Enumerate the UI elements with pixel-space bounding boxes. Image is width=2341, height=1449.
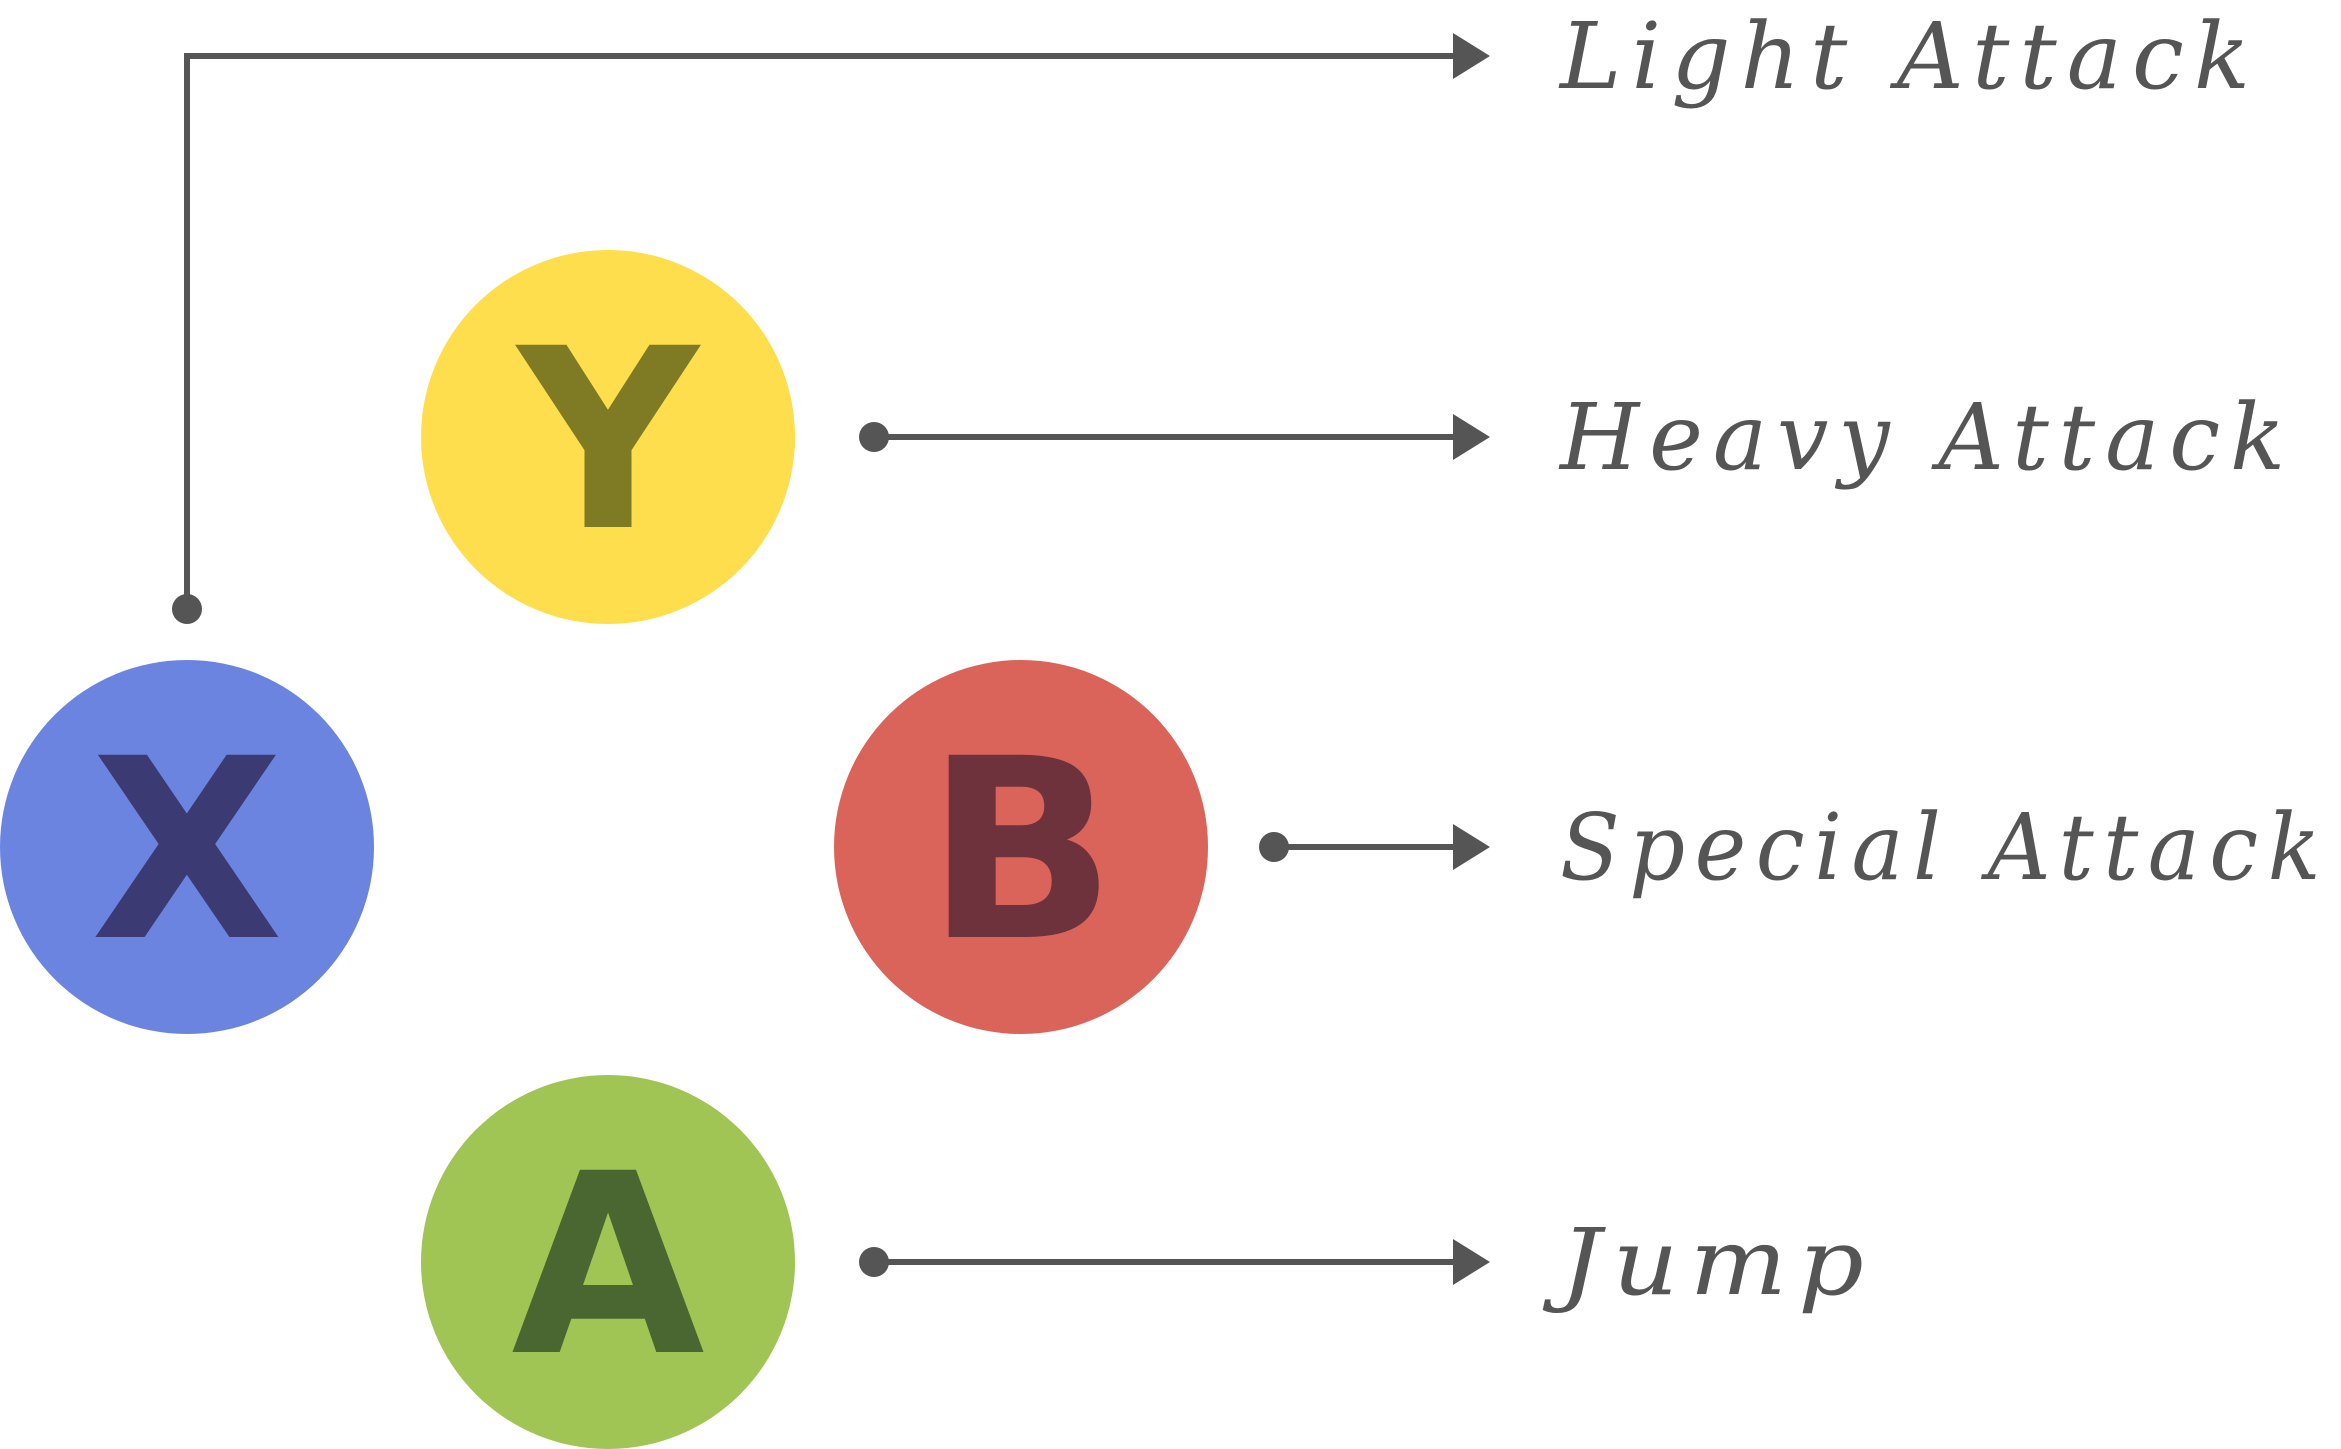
button-x: X [0, 660, 374, 1034]
button-a: A [421, 1075, 795, 1449]
button-y: Y [421, 250, 795, 624]
connector-light-attack-arrowhead [1453, 33, 1490, 79]
button-x-letter: X [91, 705, 284, 996]
connector-jump-arrowhead [1453, 1239, 1490, 1285]
button-b-letter: B [926, 705, 1117, 996]
connector-light-attack-line [184, 53, 1455, 609]
connector-special-attack [1259, 824, 1490, 870]
connector-heavy-attack [859, 414, 1490, 460]
connector-heavy-attack-arrowhead [1453, 414, 1490, 460]
button-y-circle [421, 250, 795, 624]
button-x-circle [0, 660, 374, 1034]
label-light-attack: Light Attack [1558, 3, 2260, 110]
connector-special-attack-arrowhead [1453, 824, 1490, 870]
button-a-letter: A [511, 1120, 704, 1411]
connector-jump [859, 1239, 1490, 1285]
button-b-circle [834, 660, 1208, 1034]
label-special-attack: Special Attack [1560, 794, 2330, 901]
button-a-circle [421, 1075, 795, 1449]
button-y-letter: Y [514, 295, 701, 586]
connector-light-attack [172, 33, 1490, 624]
label-jump: Jump [1542, 1209, 1875, 1316]
button-b: B [834, 660, 1208, 1034]
label-heavy-attack: Heavy Attack [1558, 384, 2295, 491]
